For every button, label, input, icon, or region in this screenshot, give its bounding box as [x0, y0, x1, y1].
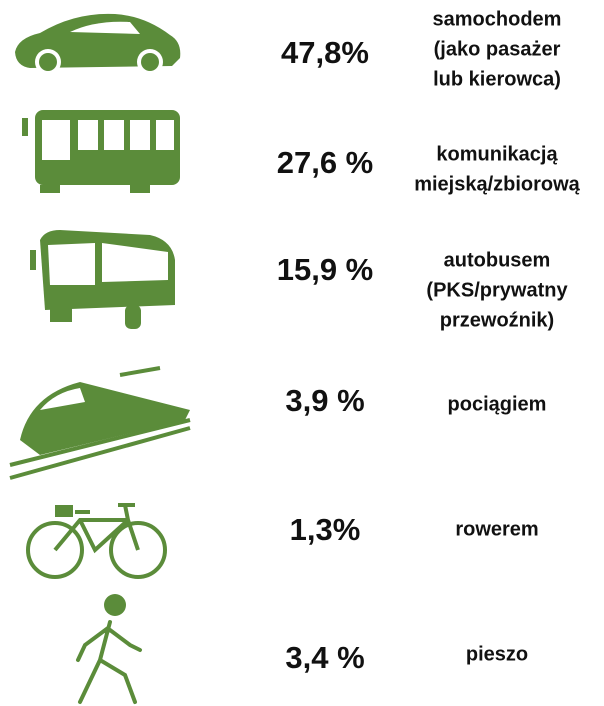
percentage: 1,3%: [290, 512, 361, 547]
train-icon: [9, 366, 191, 480]
mode-label: (jako pasażer: [434, 38, 561, 60]
mode-label: autobusem: [444, 249, 551, 271]
coach-icon: [30, 230, 175, 329]
percentage: 27,6 %: [277, 145, 374, 180]
mode-label: pociągiem: [448, 393, 547, 415]
bicycle-icon: [26, 503, 167, 579]
car-icon: [15, 13, 181, 75]
mode-label: pieszo: [466, 643, 528, 665]
mode-label: przewoźnik): [440, 309, 554, 331]
mode-label: rowerem: [455, 518, 538, 540]
pedestrian-icon: [76, 594, 142, 704]
percentage: 3,4 %: [285, 640, 364, 675]
mode-label: miejską/zbiorową: [414, 173, 580, 195]
percentage: 47,8%: [281, 35, 369, 70]
city-bus-icon: [22, 110, 180, 193]
mode-label: lub kierowca): [433, 68, 561, 90]
percentage: 3,9 %: [285, 383, 364, 418]
mode-label: samochodem: [433, 8, 562, 30]
mode-label: komunikacją: [436, 143, 558, 165]
mode-label: (PKS/prywatny: [426, 279, 568, 301]
percentage: 15,9 %: [277, 252, 374, 287]
